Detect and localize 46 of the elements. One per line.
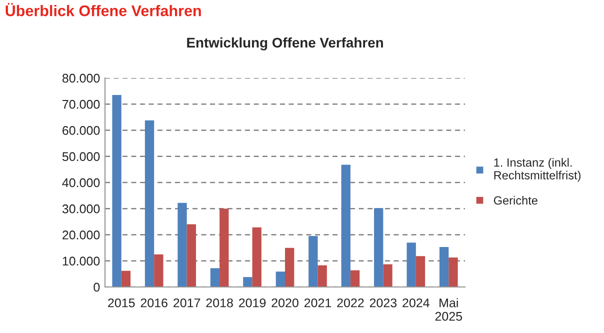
bar [186,224,196,287]
bar [285,248,294,287]
x-tick-label: 2017 [174,298,200,308]
bar [243,277,252,287]
y-tick-label: 70.000 [62,100,100,109]
bar [220,208,229,287]
x-tick-label: 2021 [304,298,332,308]
bar [112,94,122,287]
bar [276,272,285,287]
chart-title: Überblick Offene Verfahren [6,3,201,16]
x-tick-label: 2022 [337,298,364,308]
y-tick-label: 0 [94,282,100,292]
chart-subtitle: Entwicklung Offene Verfahren [187,37,383,50]
x-tick-label: 2020 [272,298,298,308]
x-tick-label: 2016 [140,298,168,308]
bar [252,227,262,287]
bar [154,254,164,287]
y-tick-label: 40.000 [62,178,100,188]
x-tick-label: 2015 [108,298,135,308]
bar [121,270,131,287]
x-tick-label: 2024 [402,298,430,308]
y-tick-label: 10.000 [62,256,100,266]
bar [308,236,318,287]
bar [144,120,154,287]
legend-label: 1. Instanz (inkl. Rechtsmittelfrist) [494,158,580,182]
x-tick-label: Mai 2025 [435,298,462,321]
bar [416,256,426,287]
bar [341,164,350,287]
x-tick-label: 2019 [239,298,266,308]
y-tick-label: 80.000 [62,74,100,83]
bar [406,242,416,287]
bar [350,270,360,287]
y-tick-label: 20.000 [62,230,100,240]
bar [210,268,220,287]
legend-label: Gerichte [494,196,538,205]
y-tick-label: 60.000 [62,126,100,135]
bar [318,265,327,287]
bar [439,247,449,287]
y-tick-label: 30.000 [62,204,100,214]
x-tick-label: 2023 [370,298,397,308]
bar [374,208,384,287]
bar [178,202,187,287]
y-tick-label: 50.000 [62,152,100,162]
x-tick-label: 2018 [206,298,233,308]
bar [383,264,392,287]
bar [448,257,458,287]
